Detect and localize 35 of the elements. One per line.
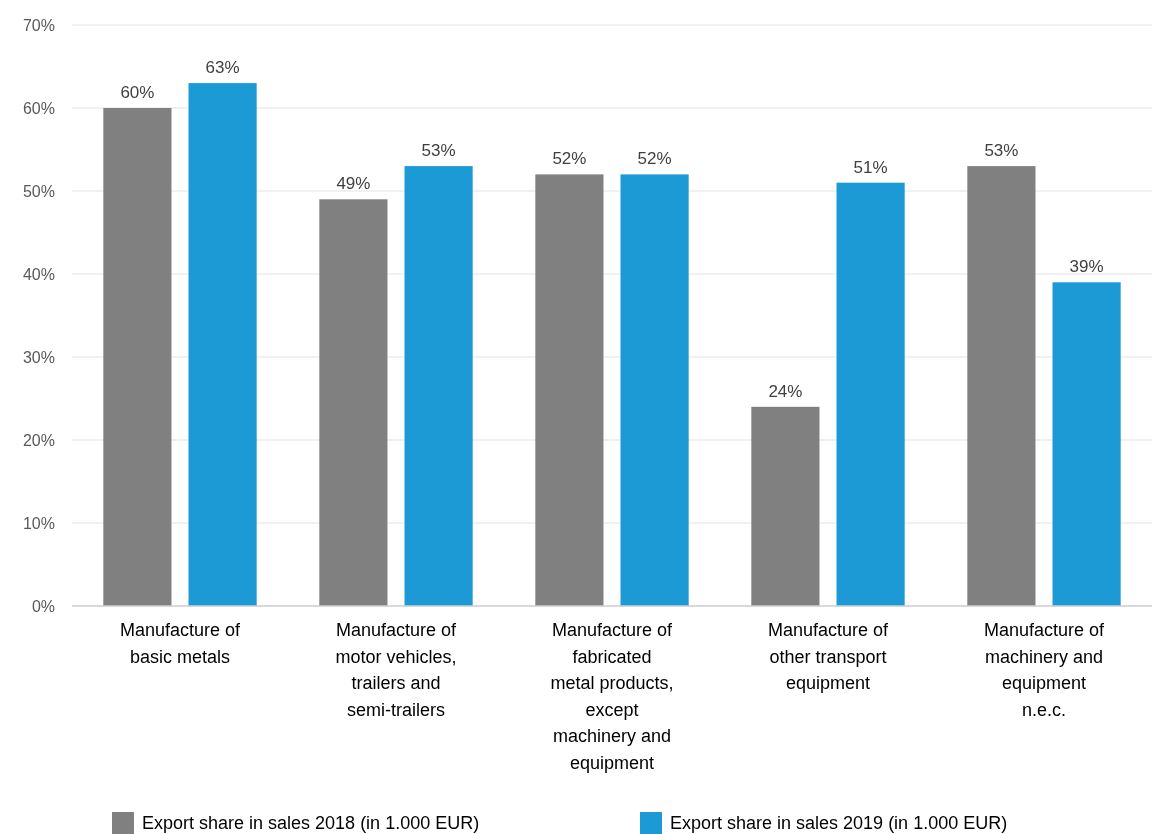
data-label: 39%: [1069, 257, 1104, 277]
x-tick-label: Manufacture of fabricated metal products, except machinery and equipment: [550, 620, 674, 773]
bar: [620, 174, 689, 606]
bar: [751, 406, 820, 606]
y-tick-label: 50%: [22, 182, 55, 200]
y-tick-label: 30%: [22, 348, 55, 366]
legend-label: Export share in sales 2018 (in 1.000 EUR): [142, 813, 480, 834]
x-tick-label: Manufacture of machinery and equipment n.e.c.: [983, 620, 1106, 720]
bar: [319, 199, 388, 606]
y-tick-label: 60%: [22, 99, 55, 117]
bar: [836, 182, 905, 606]
bar: [535, 174, 604, 606]
data-label: 51%: [853, 157, 888, 177]
y-tick-label: 20%: [22, 431, 55, 449]
y-tick-label: 70%: [22, 16, 55, 34]
data-label: 52%: [637, 149, 672, 169]
y-tick-label: 40%: [22, 265, 55, 283]
bar: [188, 83, 257, 606]
bar: [103, 108, 172, 606]
data-label: 53%: [421, 141, 456, 161]
bar: [1052, 282, 1121, 606]
data-label: 63%: [205, 58, 240, 78]
y-tick-label: 10%: [22, 514, 55, 532]
bar: [967, 166, 1036, 606]
data-label: 53%: [984, 141, 1019, 161]
data-label: 52%: [552, 149, 587, 169]
data-label: 49%: [336, 174, 371, 194]
data-label: 60%: [120, 83, 155, 102]
y-tick-label: 0%: [31, 597, 55, 615]
x-tick-label: Manufacture of basic metals: [119, 620, 242, 667]
bar: [404, 166, 473, 606]
x-tick-label: Manufacture of other transport equipment: [767, 620, 890, 693]
legend-label: Export share in sales 2019 (in 1.000 EUR): [670, 813, 1008, 834]
data-label: 24%: [768, 381, 803, 401]
x-tick-label: Manufacture of motor vehicles, trailers and semi-trailers: [335, 620, 458, 720]
